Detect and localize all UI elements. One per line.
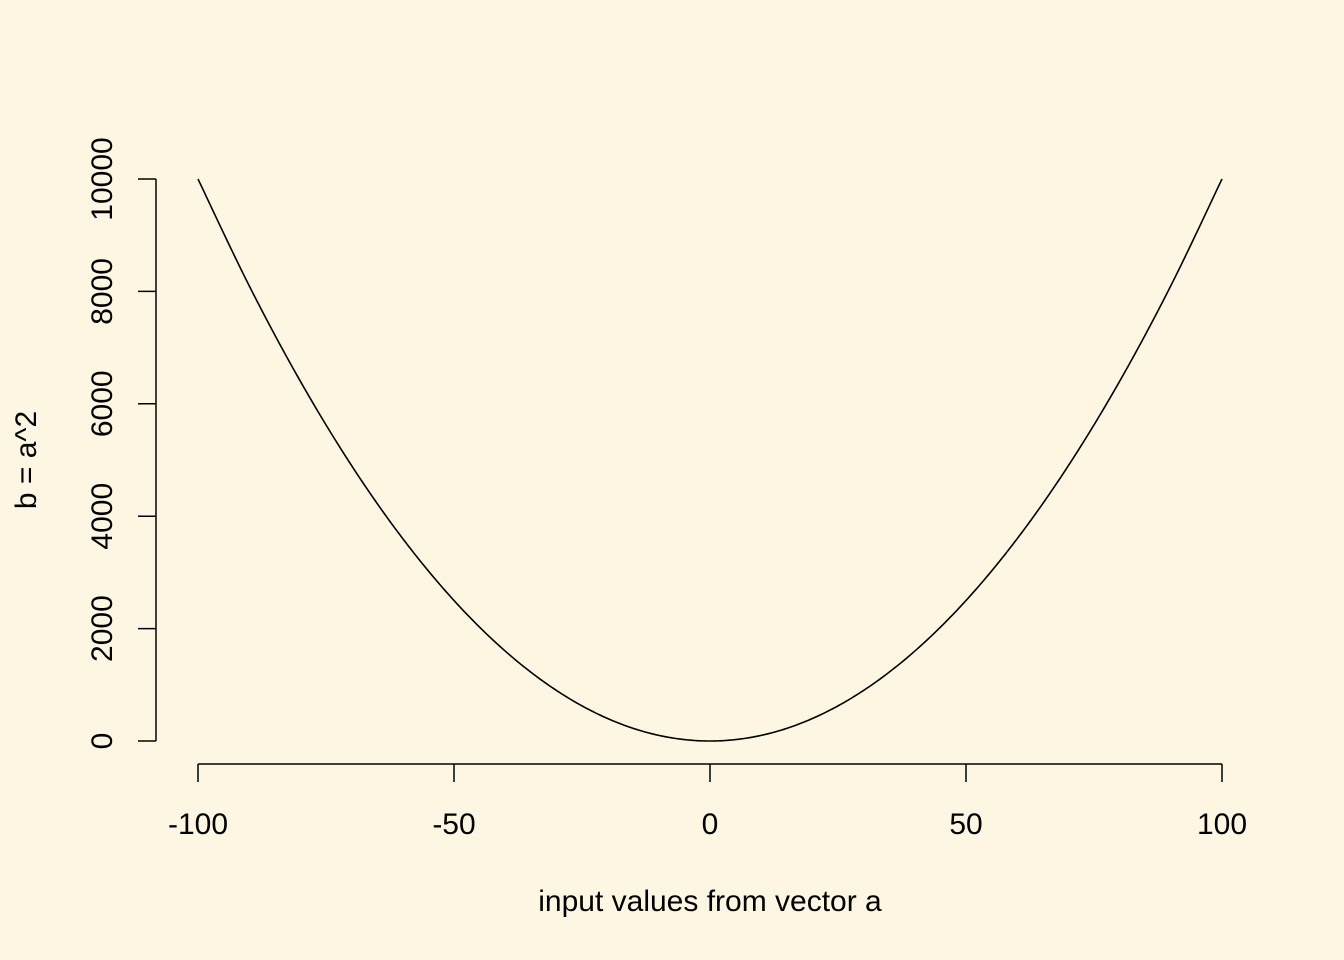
y-tick-label: 0 [86, 733, 119, 750]
y-tick-label: 10000 [86, 137, 119, 220]
series-line [197, 178, 1223, 742]
y-tick-label: 2000 [86, 595, 119, 662]
series-layer [197, 178, 1223, 742]
y-tick-label: 6000 [86, 370, 119, 437]
x-axis: -100 -50 0 50 100 [168, 763, 1247, 841]
x-tick-label: -50 [432, 808, 475, 841]
x-tick-label: 0 [702, 808, 719, 841]
y-axis-title: b = a^2 [10, 411, 43, 509]
x-tick-label: -100 [168, 808, 228, 841]
y-tick-label: 4000 [86, 483, 119, 550]
x-tick-label: 100 [1197, 808, 1247, 841]
y-tick-label: 8000 [86, 258, 119, 325]
x-axis-title: input values from vector a [538, 885, 882, 918]
y-axis: 0 2000 4000 6000 8000 10000 [86, 137, 157, 750]
x-tick-label: 50 [949, 808, 982, 841]
